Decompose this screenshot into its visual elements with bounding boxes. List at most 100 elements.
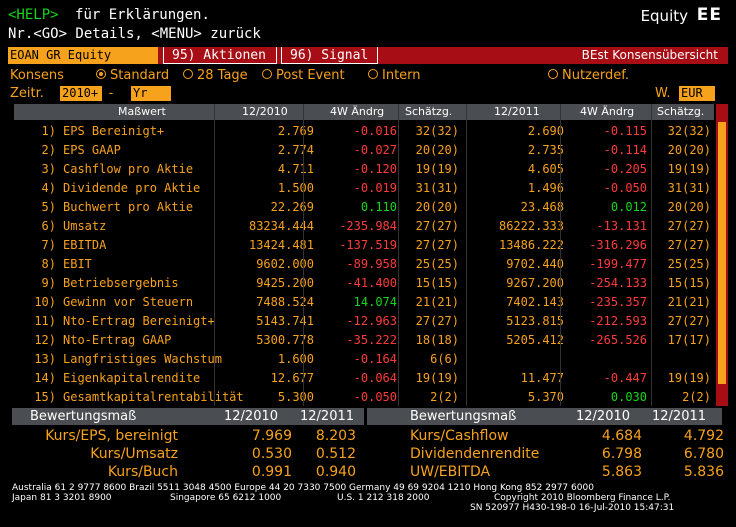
cell-name: Umsatz — [63, 219, 107, 233]
table-row[interactable]: 15) Gesamtkapitalrentabilität 5.300 -0.050 2… — [14, 388, 714, 407]
valuation-value: 0.991 — [251, 464, 292, 480]
currency-field[interactable]: EUR — [679, 86, 715, 101]
cell-s2: 21(21) — [667, 295, 711, 309]
cell-s2: 19(19) — [667, 162, 711, 176]
cell-v1: 9425.200 — [256, 276, 314, 290]
table-row[interactable]: 12) Nto-Ertrag GAAP 5300.778 -35.222 18(18) 5… — [14, 331, 714, 350]
table-row[interactable]: 7) EBITDA 13424.481 -137.519 27(27) 13486.222… — [14, 236, 714, 255]
cell-s1: 15(15) — [415, 276, 459, 290]
valuation-value: 8.203 — [315, 428, 356, 444]
cell-v2: 86222.333 — [498, 219, 564, 233]
table-row[interactable]: 5) Buchwert pro Aktie 22.269 0.110 20(20) 23.… — [14, 198, 714, 217]
table-row[interactable]: 10) Gewinn vor Steuern 7488.524 14.074 21(21… — [14, 293, 714, 312]
radio-intern[interactable]: Intern — [368, 68, 421, 84]
cell-c1: -0.120 — [353, 162, 397, 176]
table-row[interactable]: 8) EBIT 9602.000 -89.958 25(25) 9702.440 -199.… — [14, 255, 714, 274]
cell-c1: -12.963 — [346, 314, 397, 328]
scrollbar-thumb[interactable] — [718, 122, 726, 384]
cell-c1: 0.110 — [360, 200, 397, 214]
radio-nutzerdef[interactable]: Nutzerdef. — [548, 68, 629, 84]
table-row[interactable]: 1) EPS Bereinigt+ 2.769 -0.016 32(32) 2.690 -0… — [14, 122, 714, 141]
cell-c1: -89.958 — [346, 257, 397, 271]
valuation-value: 7.969 — [251, 428, 292, 444]
cell-n: 4) — [41, 181, 56, 195]
radio-icon — [548, 69, 558, 79]
cell-n: 14) — [34, 371, 56, 385]
col-schaetzg-2011: Schätzg. — [657, 105, 705, 118]
cell-c1: -35.222 — [346, 333, 397, 347]
radio-nutzerdef-label: Nutzerdef. — [562, 68, 630, 83]
radio-standard-label: Standard — [110, 68, 170, 83]
valuation-header-right — [367, 408, 722, 425]
footer-us: U.S. 1 212 318 2000 — [337, 493, 430, 503]
cell-s1: 19(19) — [415, 371, 459, 385]
cell-v1: 4.711 — [277, 162, 314, 176]
tab-signal[interactable]: 96) Signal — [281, 47, 378, 64]
table-row[interactable]: 11) Nto-Ertrag Bereinigt+ 5143.741 -12.963 2… — [14, 312, 714, 331]
col-masswert: Maßwert — [118, 105, 166, 118]
cell-name: Nto-Ertrag Bereinigt+ — [63, 314, 215, 328]
cell-name: Gesamtkapitalrentabilität — [63, 390, 244, 404]
cell-v1: 83234.444 — [248, 219, 314, 233]
col-4w-aendrg-2010: 4W Ändrg — [330, 105, 385, 118]
table-row[interactable]: 2) EPS GAAP 2.774 -0.027 20(20) 2.735 -0.114 20… — [14, 141, 714, 160]
cell-s1: 20(20) — [415, 143, 459, 157]
table-row[interactable]: 4) Dividende pro Aktie 1.500 -0.019 31(31) 1.… — [14, 179, 714, 198]
table-row[interactable]: 6) Umsatz 83234.444 -235.984 27(27) 86222.333… — [14, 217, 714, 236]
ticker-field[interactable]: EOAN GR Equity — [8, 47, 158, 64]
cell-v2: 2.735 — [527, 143, 564, 157]
cell-v2: 5205.412 — [506, 333, 564, 347]
cell-c1: -0.164 — [353, 352, 397, 366]
cell-n: 1) — [41, 124, 56, 138]
cell-s2: 32(32) — [667, 124, 711, 138]
zeitraum-field[interactable]: 2010+ — [60, 86, 102, 101]
page-title: BEst Konsensübersicht — [581, 48, 718, 62]
cell-c2: -254.133 — [589, 276, 647, 290]
cell-name: Langfristiges Wachstum — [63, 352, 222, 366]
table-row[interactable]: 14) Eigenkapitalrendite 12.677 -0.064 19(19)… — [14, 369, 714, 388]
cell-c2: 0.030 — [610, 390, 647, 404]
cell-c2: -316.296 — [589, 238, 647, 252]
radio-standard[interactable]: Standard — [96, 68, 169, 84]
cell-v2: 23.468 — [520, 200, 564, 214]
valuation-value: 5.863 — [601, 464, 642, 480]
valuation-label: Kurs/EPS, bereinigt — [45, 428, 178, 444]
tab-aktionen[interactable]: 95) Aktionen — [163, 47, 277, 64]
cell-name: Nto-Ertrag GAAP — [63, 333, 172, 347]
equity-label: Equity — [640, 7, 688, 25]
cell-n: 12) — [34, 333, 56, 347]
table-row[interactable]: 13) Langfristiges Wachstum 1.600 -0.164 6(6) — [14, 350, 714, 369]
valuation-col-2011-right: 12/2011 — [652, 409, 707, 424]
valuation-label: Dividendenrendite — [410, 446, 540, 462]
cell-c1: -235.984 — [339, 219, 397, 233]
nav-instructions: Nr.<GO> Details, <MENU> zurück — [8, 26, 261, 42]
valuation-label: Kurs/Umsatz — [90, 446, 178, 462]
cell-c2: -199.477 — [589, 257, 647, 271]
table-row[interactable]: 9) Betriebsergebnis 9425.200 -41.400 15(15) 9… — [14, 274, 714, 293]
cell-v1: 2.769 — [277, 124, 314, 138]
cell-name: EPS Bereinigt+ — [63, 124, 165, 138]
cell-v1: 22.269 — [270, 200, 314, 214]
valuation-value: 0.512 — [315, 446, 356, 462]
valuation-value: 0.940 — [315, 464, 356, 480]
cell-s2: 31(31) — [667, 181, 711, 195]
cell-v1: 2.774 — [277, 143, 314, 157]
cell-c2: -0.205 — [603, 162, 647, 176]
radio-icon — [368, 69, 378, 79]
help-key[interactable]: <HELP> — [8, 7, 59, 23]
radio-post-event[interactable]: Post Event — [262, 68, 345, 84]
scrollbar[interactable] — [716, 104, 728, 406]
cell-c1: -41.400 — [346, 276, 397, 290]
table-row[interactable]: 3) Cashflow pro Aktie 4.711 -0.120 19(19) 4.6… — [14, 160, 714, 179]
cell-v2: 4.605 — [527, 162, 564, 176]
radio-28-tage[interactable]: 28 Tage — [183, 68, 248, 84]
cell-c2: -0.114 — [603, 143, 647, 157]
cell-name: EPS GAAP — [63, 143, 121, 157]
cell-c1: -137.519 — [339, 238, 397, 252]
cell-c2: -235.357 — [589, 295, 647, 309]
cell-v2: 5123.815 — [506, 314, 564, 328]
cell-v2: 9267.200 — [506, 276, 564, 290]
zeitraum-unit-field[interactable]: Yr — [131, 86, 171, 101]
cell-s1: 27(27) — [415, 219, 459, 233]
footer-timestamp: SN 520977 H430-198-0 16-Jul-2010 15:47:3… — [470, 503, 675, 513]
